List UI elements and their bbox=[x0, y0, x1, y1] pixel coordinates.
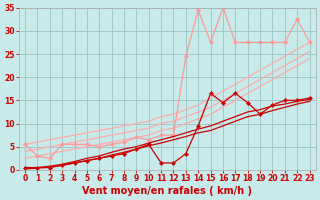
X-axis label: Vent moyen/en rafales ( km/h ): Vent moyen/en rafales ( km/h ) bbox=[82, 186, 252, 196]
